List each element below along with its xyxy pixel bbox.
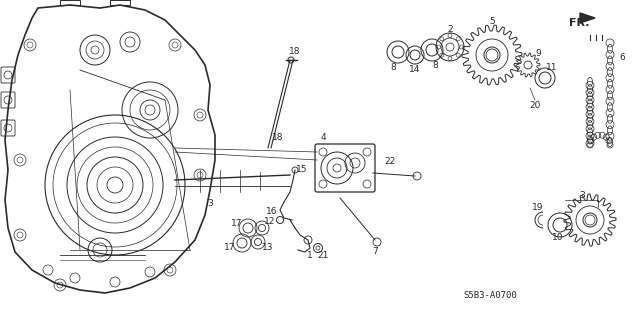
Polygon shape xyxy=(580,13,595,23)
Text: 16: 16 xyxy=(266,207,278,217)
Text: 21: 21 xyxy=(317,250,329,259)
Text: 17: 17 xyxy=(231,219,243,228)
Text: 14: 14 xyxy=(410,65,420,75)
Text: 2: 2 xyxy=(447,26,453,34)
Text: 18: 18 xyxy=(289,48,301,56)
Text: 18: 18 xyxy=(272,133,284,143)
Text: S5B3-A0700: S5B3-A0700 xyxy=(463,291,517,300)
Text: 19: 19 xyxy=(532,204,544,212)
Text: FR.: FR. xyxy=(570,18,590,28)
Text: 15: 15 xyxy=(296,166,308,174)
Text: 6: 6 xyxy=(619,53,625,62)
Text: 10: 10 xyxy=(552,234,564,242)
Text: 12: 12 xyxy=(264,218,276,226)
Text: 11: 11 xyxy=(547,63,557,72)
Text: 22: 22 xyxy=(385,158,396,167)
Text: 17: 17 xyxy=(224,243,236,253)
Text: 3: 3 xyxy=(579,190,585,199)
Text: 5: 5 xyxy=(489,18,495,26)
Text: 8: 8 xyxy=(432,62,438,70)
Text: 9: 9 xyxy=(535,48,541,57)
Text: 1: 1 xyxy=(307,250,313,259)
Text: 13: 13 xyxy=(262,243,274,253)
Text: 3: 3 xyxy=(207,198,213,207)
Text: 20: 20 xyxy=(529,100,541,109)
Text: 8: 8 xyxy=(390,63,396,72)
Text: 7: 7 xyxy=(372,248,378,256)
Text: 4: 4 xyxy=(320,133,326,143)
